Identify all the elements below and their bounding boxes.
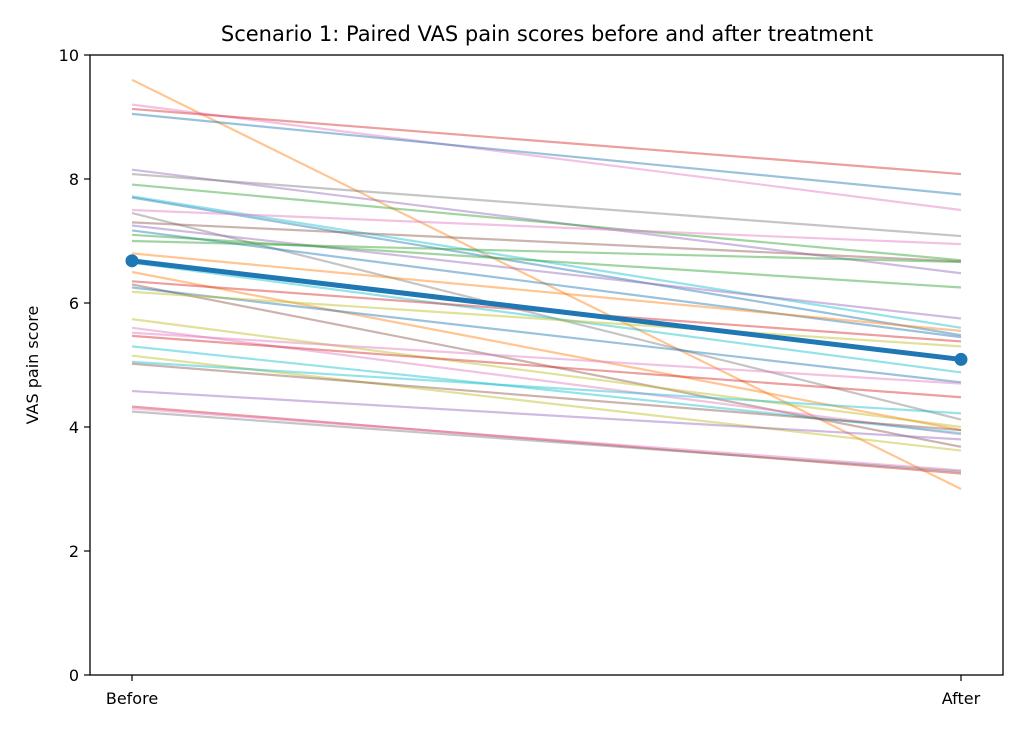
x-axis: Before After	[106, 675, 981, 708]
mean-line	[131, 258, 962, 362]
subject-line-27	[131, 334, 962, 399]
mean-point-before	[125, 254, 139, 268]
subject-line-30	[131, 360, 962, 415]
y-tick-label-10: 10	[59, 46, 79, 65]
subject-line-5	[131, 168, 962, 275]
subject-line-18	[131, 261, 962, 374]
subject-line-34	[131, 407, 962, 472]
subject-line-25	[131, 326, 962, 436]
y-tick-label-4: 4	[69, 418, 79, 437]
subject-line-3	[131, 107, 962, 176]
subject-line-32	[131, 389, 962, 441]
chart-title: Scenario 1: Paired VAS pain scores befor…	[221, 22, 873, 46]
subject-line-29	[131, 354, 962, 452]
y-tick-label-2: 2	[69, 542, 79, 561]
subject-line-10	[131, 208, 962, 246]
subject-line-35	[131, 410, 962, 473]
plot-frame	[89, 54, 1004, 676]
subject-line-6	[131, 172, 962, 238]
subject-line-23	[131, 290, 962, 348]
subject-line-13	[131, 224, 962, 320]
subject-line-16	[131, 239, 962, 264]
subject-line-11	[131, 212, 962, 421]
subject-line-1	[131, 78, 962, 490]
y-tick-label-6: 6	[69, 294, 79, 313]
x-tick-label-after: After	[942, 689, 981, 708]
subject-line-8	[131, 195, 962, 329]
y-tick-label-8: 8	[69, 170, 79, 189]
mean-series	[125, 254, 968, 366]
y-axis: 0 2 4 6 8 10	[59, 46, 90, 685]
subject-line-9	[131, 196, 962, 337]
y-tick-label-0: 0	[69, 666, 79, 685]
mean-point-after	[954, 352, 968, 366]
subject-line-22	[131, 286, 962, 384]
subject-line-28	[131, 345, 962, 435]
subject-line-33	[131, 405, 962, 475]
subject-line-15	[131, 233, 962, 289]
subject-line-14	[131, 229, 962, 339]
subject-line-21	[131, 283, 962, 448]
subject-line-2	[131, 103, 962, 212]
subject-line-7	[131, 183, 962, 262]
subject-line-4	[131, 112, 962, 196]
subject-line-26	[131, 331, 962, 385]
subject-line-24	[131, 318, 962, 429]
subject-line-19	[131, 270, 962, 432]
subject-lines	[131, 78, 962, 490]
y-axis-label: VAS pain score	[23, 306, 42, 425]
x-tick-label-before: Before	[106, 689, 158, 708]
subject-line-12	[131, 221, 962, 263]
subject-line-17	[131, 252, 962, 332]
subject-line-31	[131, 362, 962, 432]
